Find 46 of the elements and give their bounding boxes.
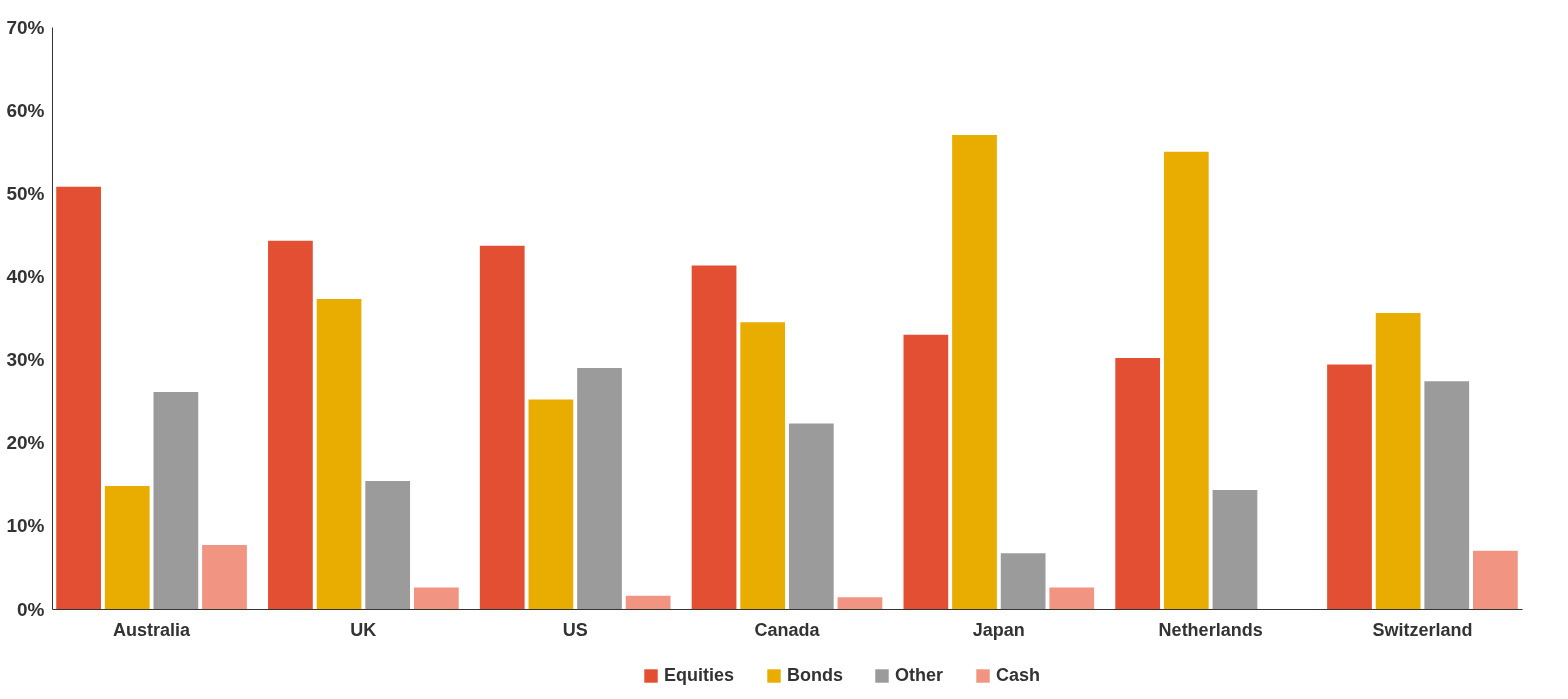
bar [1473,550,1518,609]
bar [56,186,101,609]
y-tick-label: 10% [6,515,45,537]
bar [1424,381,1470,609]
legend-label: Equities [664,665,735,685]
y-tick-label: 30% [6,349,45,371]
x-tick-label: UK [350,619,377,640]
bar [528,399,574,609]
x-tick-label: Australia [113,619,192,640]
bar [903,334,949,609]
bar [268,240,313,609]
bar [479,245,525,609]
bar [691,265,737,609]
x-tick-label: Japan [972,619,1025,640]
bar [1115,357,1161,609]
bar [577,367,622,609]
y-tick-label: 0% [17,598,45,620]
y-tick-label: 40% [6,265,45,287]
y-tick-label: 50% [6,182,45,204]
bar [316,298,362,609]
y-tick-label: 70% [6,16,45,38]
bar [837,597,883,609]
bar [1327,364,1372,609]
legend-label: Other [895,665,944,685]
bar [1212,490,1258,609]
bar [952,135,997,609]
y-tick-label: 20% [6,432,45,454]
bar [153,392,199,609]
bar [365,480,411,609]
bar [1375,313,1421,609]
bar [740,322,786,609]
bar [202,544,247,609]
bar [625,595,671,609]
legend-label: Cash [996,665,1041,685]
bar [104,485,150,609]
x-tick-label: Netherlands [1158,619,1263,640]
x-tick-label: US [562,619,588,640]
y-tick-label: 60% [6,99,45,121]
bar [413,587,459,609]
bar [1049,587,1095,609]
x-tick-label: Canada [754,619,821,640]
legend-label: Bonds [787,665,843,685]
x-tick-label: Switzerland [1372,619,1473,640]
bar [788,423,834,609]
bar [1163,151,1209,609]
bar [1000,553,1046,609]
